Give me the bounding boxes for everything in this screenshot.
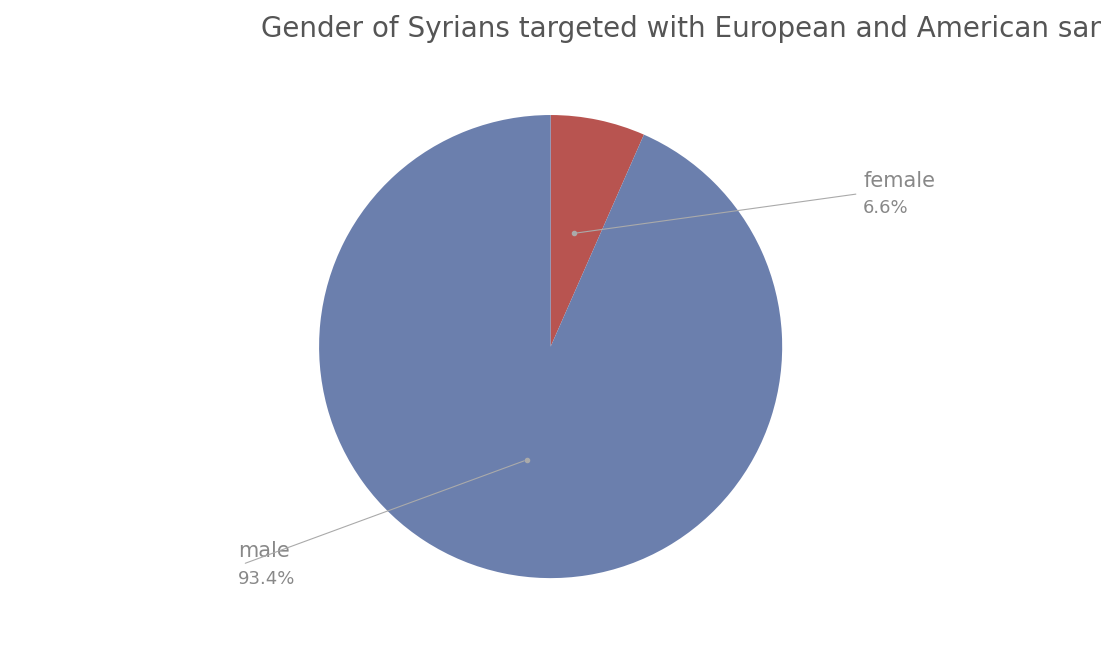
Wedge shape [550,116,644,347]
Text: Gender of Syrians targeted with European and American sanctions: Gender of Syrians targeted with European… [261,15,1101,43]
Text: 93.4%: 93.4% [238,569,295,587]
Text: male: male [238,540,290,561]
Text: 6.6%: 6.6% [863,199,908,217]
Wedge shape [319,116,782,578]
Text: female: female [863,171,935,190]
